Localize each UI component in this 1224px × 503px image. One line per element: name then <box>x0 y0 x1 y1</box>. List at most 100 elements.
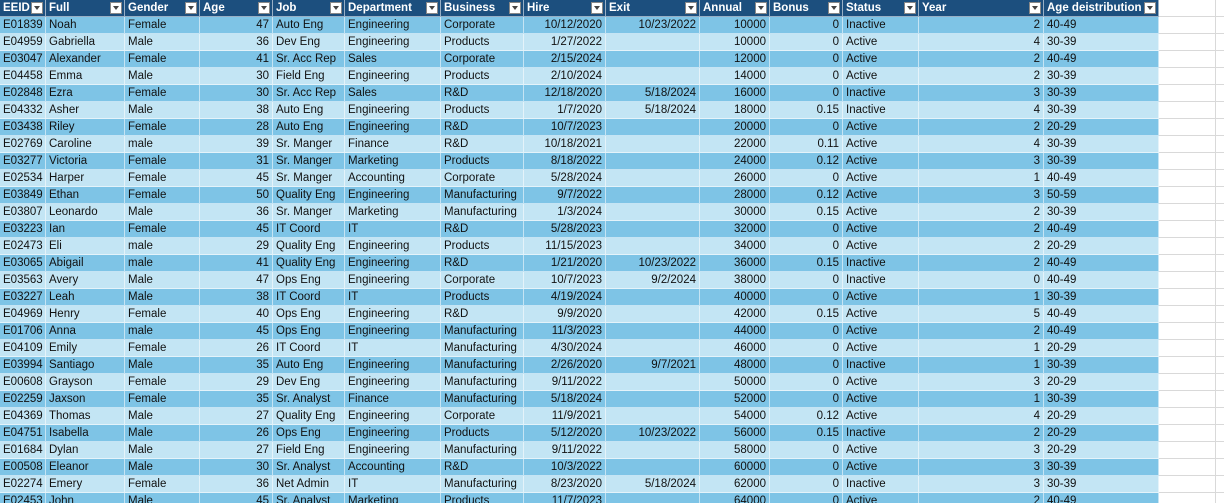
cell: Finance <box>345 391 441 408</box>
cell: IT <box>345 221 441 238</box>
cell: 10000 <box>700 34 770 51</box>
data-row: E03277 Victoria Female 31 Sr. Manger Marketin… <box>0 153 1159 170</box>
filter-button[interactable] <box>904 2 916 14</box>
cell: Sr. Analyst <box>273 459 345 476</box>
cell: 39 <box>200 136 273 153</box>
cell: Quality Eng <box>273 238 345 255</box>
cell: 3 <box>919 476 1044 493</box>
cell: 1 <box>919 170 1044 187</box>
cell: 12/18/2020 <box>524 85 606 102</box>
data-row: E04332 Asher Male 38 Auto Eng Engineering Prod… <box>0 102 1159 119</box>
filter-button[interactable] <box>258 2 270 14</box>
cell: Female <box>125 476 200 493</box>
cell: IT <box>345 340 441 357</box>
cell: Henry <box>46 306 125 323</box>
cell: Accounting <box>345 170 441 187</box>
cell: E01706 <box>0 323 46 340</box>
cell: Caroline <box>46 136 125 153</box>
cell: 35 <box>200 391 273 408</box>
filter-button[interactable] <box>426 2 438 14</box>
cell: 4 <box>919 408 1044 425</box>
cell: 0 <box>770 374 843 391</box>
cell: 0.15 <box>770 204 843 221</box>
filter-button[interactable] <box>591 2 603 14</box>
data-row: E03227 Leah Male 38 IT Coord IT Products 4/19/2… <box>0 289 1159 306</box>
filter-button[interactable] <box>185 2 197 14</box>
cell: 30 <box>200 68 273 85</box>
cell: Ops Eng <box>273 306 345 323</box>
column-header: Business <box>441 0 524 17</box>
filter-button[interactable] <box>828 2 840 14</box>
cell: 5/28/2024 <box>524 170 606 187</box>
cell: 2 <box>919 17 1044 34</box>
cell: Inactive <box>843 255 919 272</box>
filter-button[interactable] <box>330 2 342 14</box>
cell <box>606 306 700 323</box>
filter-button[interactable] <box>1029 2 1041 14</box>
cell: Female <box>125 187 200 204</box>
filter-button[interactable] <box>1144 2 1156 14</box>
cell: 4 <box>919 136 1044 153</box>
cell: 4 <box>919 102 1044 119</box>
cell: 29 <box>200 238 273 255</box>
cell: Avery <box>46 272 125 289</box>
cell: 0.12 <box>770 408 843 425</box>
cell: 0 <box>770 119 843 136</box>
cell: R&D <box>441 136 524 153</box>
cell: Engineering <box>345 255 441 272</box>
cell: R&D <box>441 459 524 476</box>
cell: 20-29 <box>1044 442 1159 459</box>
column-header: EEID <box>0 0 46 17</box>
cell: Dev Eng <box>273 374 345 391</box>
cell: Products <box>441 153 524 170</box>
cell: E04959 <box>0 34 46 51</box>
cell: E04332 <box>0 102 46 119</box>
cell: male <box>125 238 200 255</box>
cell: 22000 <box>700 136 770 153</box>
cell: Products <box>441 493 524 503</box>
cell: 50000 <box>700 374 770 391</box>
cell: 58000 <box>700 442 770 459</box>
cell: Active <box>843 34 919 51</box>
cell: 10/3/2022 <box>524 459 606 476</box>
cell: 10/18/2021 <box>524 136 606 153</box>
cell: Engineering <box>345 374 441 391</box>
filter-button[interactable] <box>685 2 697 14</box>
data-row: E03047 Alexander Female 41 Sr. Acc Rep Sales C… <box>0 51 1159 68</box>
data-row: E02848 Ezra Female 30 Sr. Acc Rep Sales R&D 12/… <box>0 85 1159 102</box>
cell: Inactive <box>843 272 919 289</box>
cell: Active <box>843 408 919 425</box>
cell: E03223 <box>0 221 46 238</box>
cell: 27 <box>200 442 273 459</box>
cell: Corporate <box>441 408 524 425</box>
cell: Inactive <box>843 357 919 374</box>
cell: male <box>125 255 200 272</box>
column-header: Annual <box>700 0 770 17</box>
cell: Active <box>843 204 919 221</box>
cell: 0 <box>770 442 843 459</box>
cell: 35 <box>200 357 273 374</box>
cell: 40000 <box>700 289 770 306</box>
cell: 10000 <box>700 17 770 34</box>
cell: Engineering <box>345 102 441 119</box>
cell <box>606 119 700 136</box>
cell: 1/7/2020 <box>524 102 606 119</box>
cell: 0 <box>770 340 843 357</box>
cell: E04969 <box>0 306 46 323</box>
filter-button[interactable] <box>110 2 122 14</box>
cell: Active <box>843 442 919 459</box>
cell: Inactive <box>843 425 919 442</box>
cell: E04369 <box>0 408 46 425</box>
filter-button[interactable] <box>509 2 521 14</box>
cell: Emma <box>46 68 125 85</box>
cell: 5/18/2024 <box>606 102 700 119</box>
header-text: Exit <box>609 2 631 14</box>
filter-button[interactable] <box>31 2 43 14</box>
cell <box>606 391 700 408</box>
cell: Manufacturing <box>441 323 524 340</box>
cell <box>606 289 700 306</box>
cell: 36 <box>200 204 273 221</box>
cell: 0 <box>770 221 843 238</box>
filter-button[interactable] <box>755 2 767 14</box>
cell: 1/21/2020 <box>524 255 606 272</box>
